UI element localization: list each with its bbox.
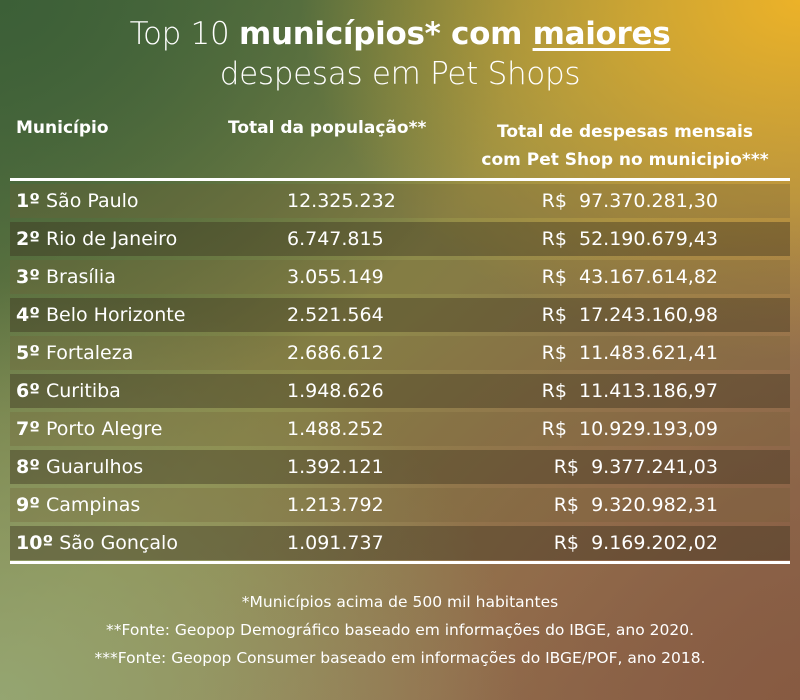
cell-municipio: 10º São Gonçalo (16, 526, 178, 560)
footnote-1: *Municípios acima de 500 mil habitantes (241, 593, 559, 611)
cell-municipio: 4º Belo Horizonte (16, 298, 185, 332)
municipio-name: São Paulo (45, 190, 139, 212)
header-populacao: Total da população** (228, 118, 427, 138)
cell-despesas: R$ 9.377.241,03 (553, 456, 718, 478)
header-despesas-line-2: com Pet Shop no municipio*** (481, 150, 769, 170)
cell-municipio: 2º Rio de Janeiro (16, 222, 177, 256)
table-row: 1º São Paulo 12.325.232 R$ 97.370.281,30 (10, 184, 790, 218)
table-bottom-rule (10, 561, 790, 564)
cell-despesas: R$ 10.929.193,09 (541, 418, 718, 440)
table-row: 2º Rio de Janeiro 6.747.815 R$ 52.190.679,… (10, 222, 790, 256)
cell-despesas: R$ 52.190.679,43 (541, 228, 718, 250)
chart-title: Top 10 municípios* com maiores despesas … (0, 14, 800, 94)
rank-label: 8º (16, 456, 40, 478)
cell-despesas: R$ 11.413.186,97 (541, 380, 718, 402)
rank-label: 10º (16, 532, 54, 554)
cell-populacao: 12.325.232 (287, 190, 396, 212)
cell-municipio: 5º Fortaleza (16, 336, 133, 370)
rank-label: 5º (16, 342, 40, 364)
header-despesas-line-1: Total de despesas mensais (496, 122, 753, 142)
title-bold: municípios* com (238, 16, 533, 52)
title-prefix: Top 10 (129, 16, 239, 52)
cell-populacao: 2.521.564 (287, 304, 384, 326)
cell-despesas: R$ 11.483.621,41 (541, 342, 718, 364)
rank-label: 6º (16, 380, 40, 402)
table-header: Município Total da população** Total de … (0, 112, 800, 174)
rank-label: 4º (16, 304, 40, 326)
cell-populacao: 6.747.815 (287, 228, 384, 250)
cell-municipio: 6º Curitiba (16, 374, 121, 408)
table-row: 4º Belo Horizonte 2.521.564 R$ 17.243.160,… (10, 298, 790, 332)
cell-populacao: 1.948.626 (287, 380, 384, 402)
cell-despesas: R$ 17.243.160,98 (541, 304, 718, 326)
municipio-name: Rio de Janeiro (45, 228, 178, 250)
footnotes: *Municípios acima de 500 mil habitantes … (0, 588, 800, 672)
table-row: 7º Porto Alegre 1.488.252 R$ 10.929.193,09 (10, 412, 790, 446)
table-row: 8º Guarulhos 1.392.121 R$ 9.377.241,03 (10, 450, 790, 484)
table-body: 1º São Paulo 12.325.232 R$ 97.370.281,30 2º… (10, 184, 790, 564)
cell-despesas: R$ 9.320.982,31 (553, 494, 718, 516)
cell-despesas: R$ 43.167.614,82 (541, 266, 718, 288)
title-underlined: maiores (532, 16, 671, 52)
cell-municipio: 8º Guarulhos (16, 450, 143, 484)
table-row: 3º Brasília 3.055.149 R$ 43.167.614,82 (10, 260, 790, 294)
cell-populacao: 3.055.149 (287, 266, 384, 288)
cell-populacao: 1.392.121 (287, 456, 384, 478)
table-row: 9º Campinas 1.213.792 R$ 9.320.982,31 (10, 488, 790, 522)
title-line-2: despesas em Pet Shops (219, 56, 581, 92)
footnote-3: ***Fonte: Geopop Consumer baseado em inf… (94, 649, 706, 667)
table-top-rule (10, 178, 790, 181)
rank-label: 3º (16, 266, 40, 288)
cell-despesas: R$ 9.169.202,02 (553, 532, 718, 554)
header-despesas: Total de despesas mensais com Pet Shop n… (460, 118, 790, 174)
rank-label: 7º (16, 418, 40, 440)
municipio-name: São Gonçalo (59, 532, 178, 554)
title-line-1: Top 10 municípios* com maiores (0, 14, 800, 54)
cell-municipio: 3º Brasília (16, 260, 116, 294)
cell-populacao: 1.213.792 (287, 494, 384, 516)
cell-municipio: 1º São Paulo (16, 184, 139, 218)
municipio-name: Campinas (45, 494, 141, 516)
header-municipio: Município (16, 118, 109, 138)
rank-label: 2º (16, 228, 40, 250)
cell-populacao: 1.091.737 (287, 532, 384, 554)
municipio-name: Porto Alegre (45, 418, 163, 440)
table-row: 5º Fortaleza 2.686.612 R$ 11.483.621,41 (10, 336, 790, 370)
table-row: 10º São Gonçalo 1.091.737 R$ 9.169.202,02 (10, 526, 790, 560)
municipio-name: Guarulhos (45, 456, 144, 478)
footnote-2: **Fonte: Geopop Demográfico baseado em i… (105, 621, 695, 639)
municipio-name: Brasília (45, 266, 116, 288)
cell-municipio: 7º Porto Alegre (16, 412, 162, 446)
rank-label: 1º (16, 190, 40, 212)
rank-label: 9º (16, 494, 40, 516)
cell-municipio: 9º Campinas (16, 488, 140, 522)
cell-despesas: R$ 97.370.281,30 (541, 190, 718, 212)
municipio-name: Fortaleza (45, 342, 134, 364)
cell-populacao: 1.488.252 (287, 418, 384, 440)
table-row: 6º Curitiba 1.948.626 R$ 11.413.186,97 (10, 374, 790, 408)
cell-populacao: 2.686.612 (287, 342, 384, 364)
municipio-name: Curitiba (45, 380, 121, 402)
municipio-name: Belo Horizonte (45, 304, 186, 326)
